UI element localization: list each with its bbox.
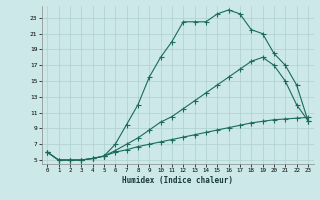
X-axis label: Humidex (Indice chaleur): Humidex (Indice chaleur) — [122, 176, 233, 185]
